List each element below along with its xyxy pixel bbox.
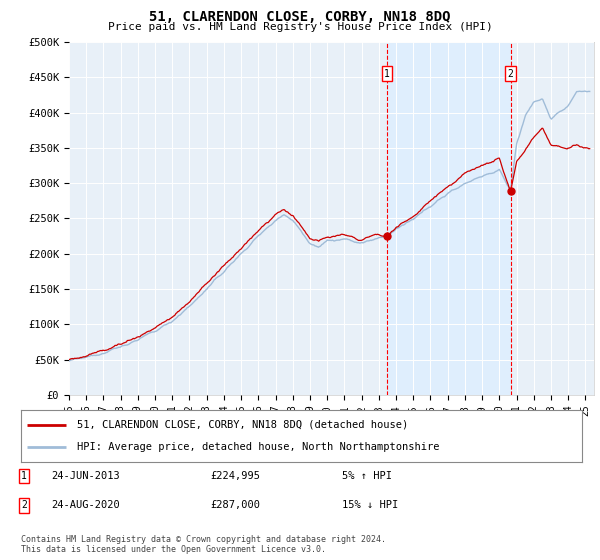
Text: 2: 2 (508, 69, 514, 79)
Text: £287,000: £287,000 (210, 500, 260, 510)
Text: 15% ↓ HPI: 15% ↓ HPI (342, 500, 398, 510)
Text: 24-AUG-2020: 24-AUG-2020 (51, 500, 120, 510)
Text: 1: 1 (21, 471, 27, 481)
Text: 2: 2 (21, 500, 27, 510)
Text: 1: 1 (384, 69, 390, 79)
Text: 5% ↑ HPI: 5% ↑ HPI (342, 471, 392, 481)
Text: HPI: Average price, detached house, North Northamptonshire: HPI: Average price, detached house, Nort… (77, 442, 440, 452)
Text: Price paid vs. HM Land Registry's House Price Index (HPI): Price paid vs. HM Land Registry's House … (107, 22, 493, 32)
Bar (387, 42, 511, 395)
Text: Contains HM Land Registry data © Crown copyright and database right 2024.
This d: Contains HM Land Registry data © Crown c… (21, 535, 386, 554)
Text: £224,995: £224,995 (210, 471, 260, 481)
Text: 51, CLARENDON CLOSE, CORBY, NN18 8DQ: 51, CLARENDON CLOSE, CORBY, NN18 8DQ (149, 10, 451, 24)
Text: 51, CLARENDON CLOSE, CORBY, NN18 8DQ (detached house): 51, CLARENDON CLOSE, CORBY, NN18 8DQ (de… (77, 419, 409, 430)
Text: 24-JUN-2013: 24-JUN-2013 (51, 471, 120, 481)
